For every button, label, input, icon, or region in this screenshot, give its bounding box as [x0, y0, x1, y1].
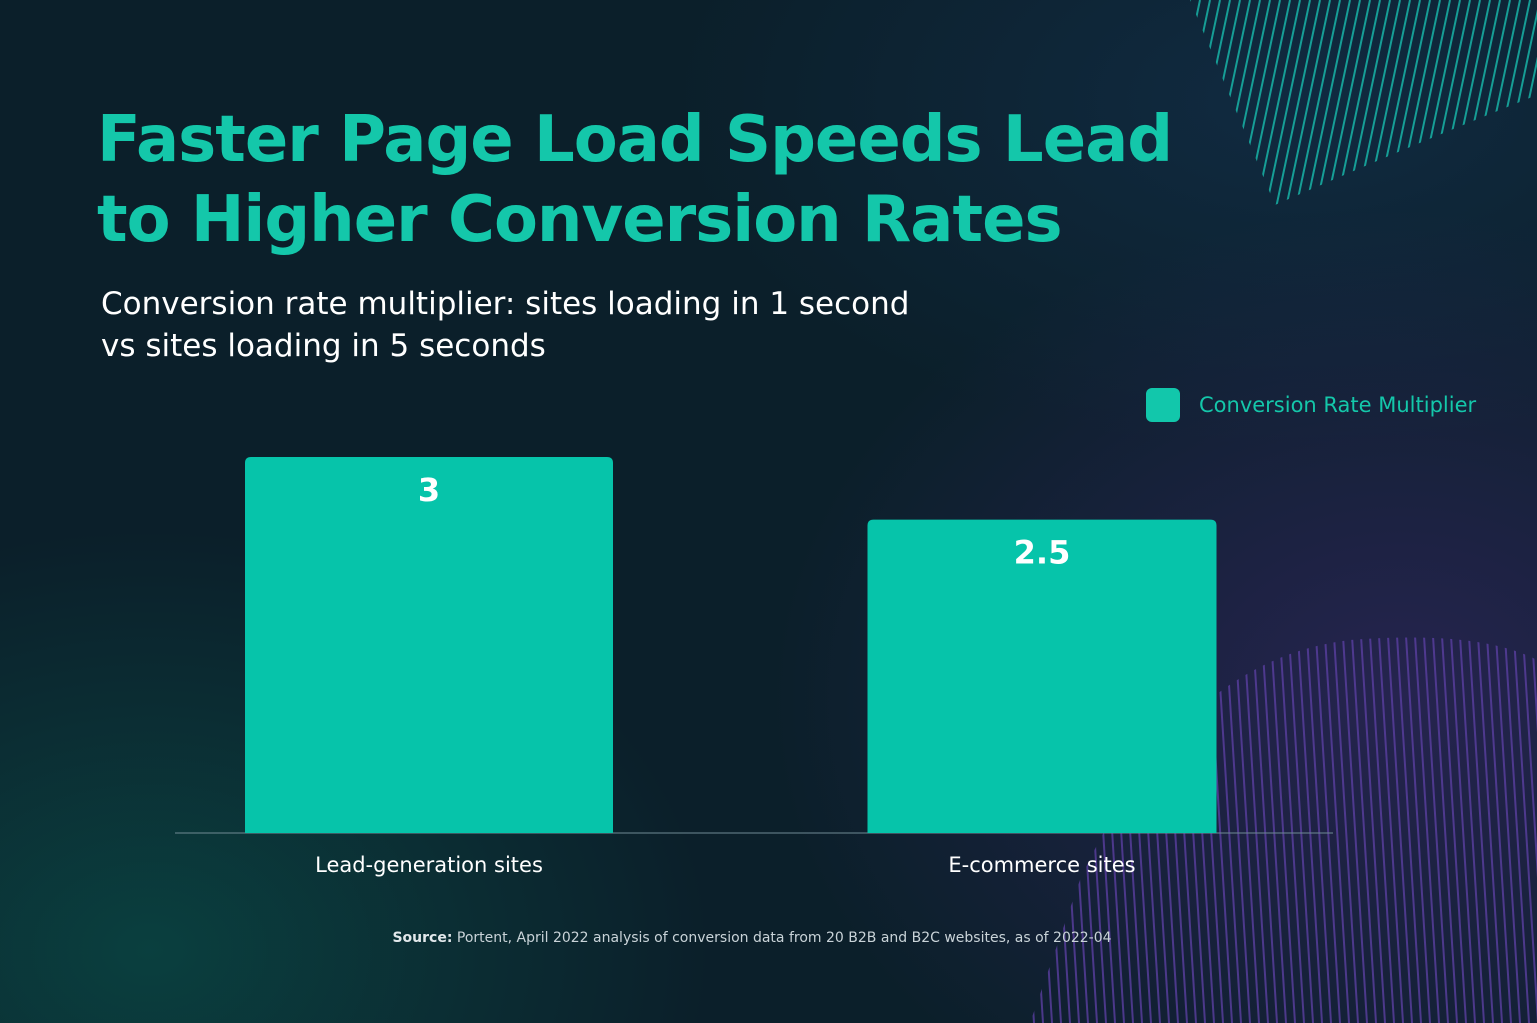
x-tick-label-1: Lead-generation sites [315, 853, 543, 877]
bar-value-label-2: 2.5 [1014, 534, 1071, 572]
source-label: Source: [392, 930, 453, 946]
legend-swatch [1146, 388, 1180, 422]
source-note: Source: Portent, April 2022 analysis of … [0, 930, 1504, 946]
chart-legend: Conversion Rate Multiplier [1146, 388, 1476, 422]
chart-subtitle: Conversion rate multiplier: sites loadin… [101, 283, 1001, 367]
bar-group: 3 Lead-generation sites 2.5 E-commerce site… [245, 457, 1217, 877]
legend-label: Conversion Rate Multiplier [1199, 393, 1477, 417]
source-text: Portent, April 2022 analysis of conversi… [452, 930, 1112, 946]
bar-2 [867, 519, 1217, 833]
chart-title: Faster Page Load Speeds Lead to Higher C… [97, 103, 1173, 257]
bar-value-label-1: 3 [418, 471, 440, 509]
subtitle-line-1: Conversion rate multiplier: sites loadin… [101, 286, 910, 322]
x-tick-label-2: E-commerce sites [948, 853, 1135, 877]
subtitle-line-2: vs sites loading in 5 seconds [101, 328, 546, 364]
bar-1 [245, 457, 613, 833]
